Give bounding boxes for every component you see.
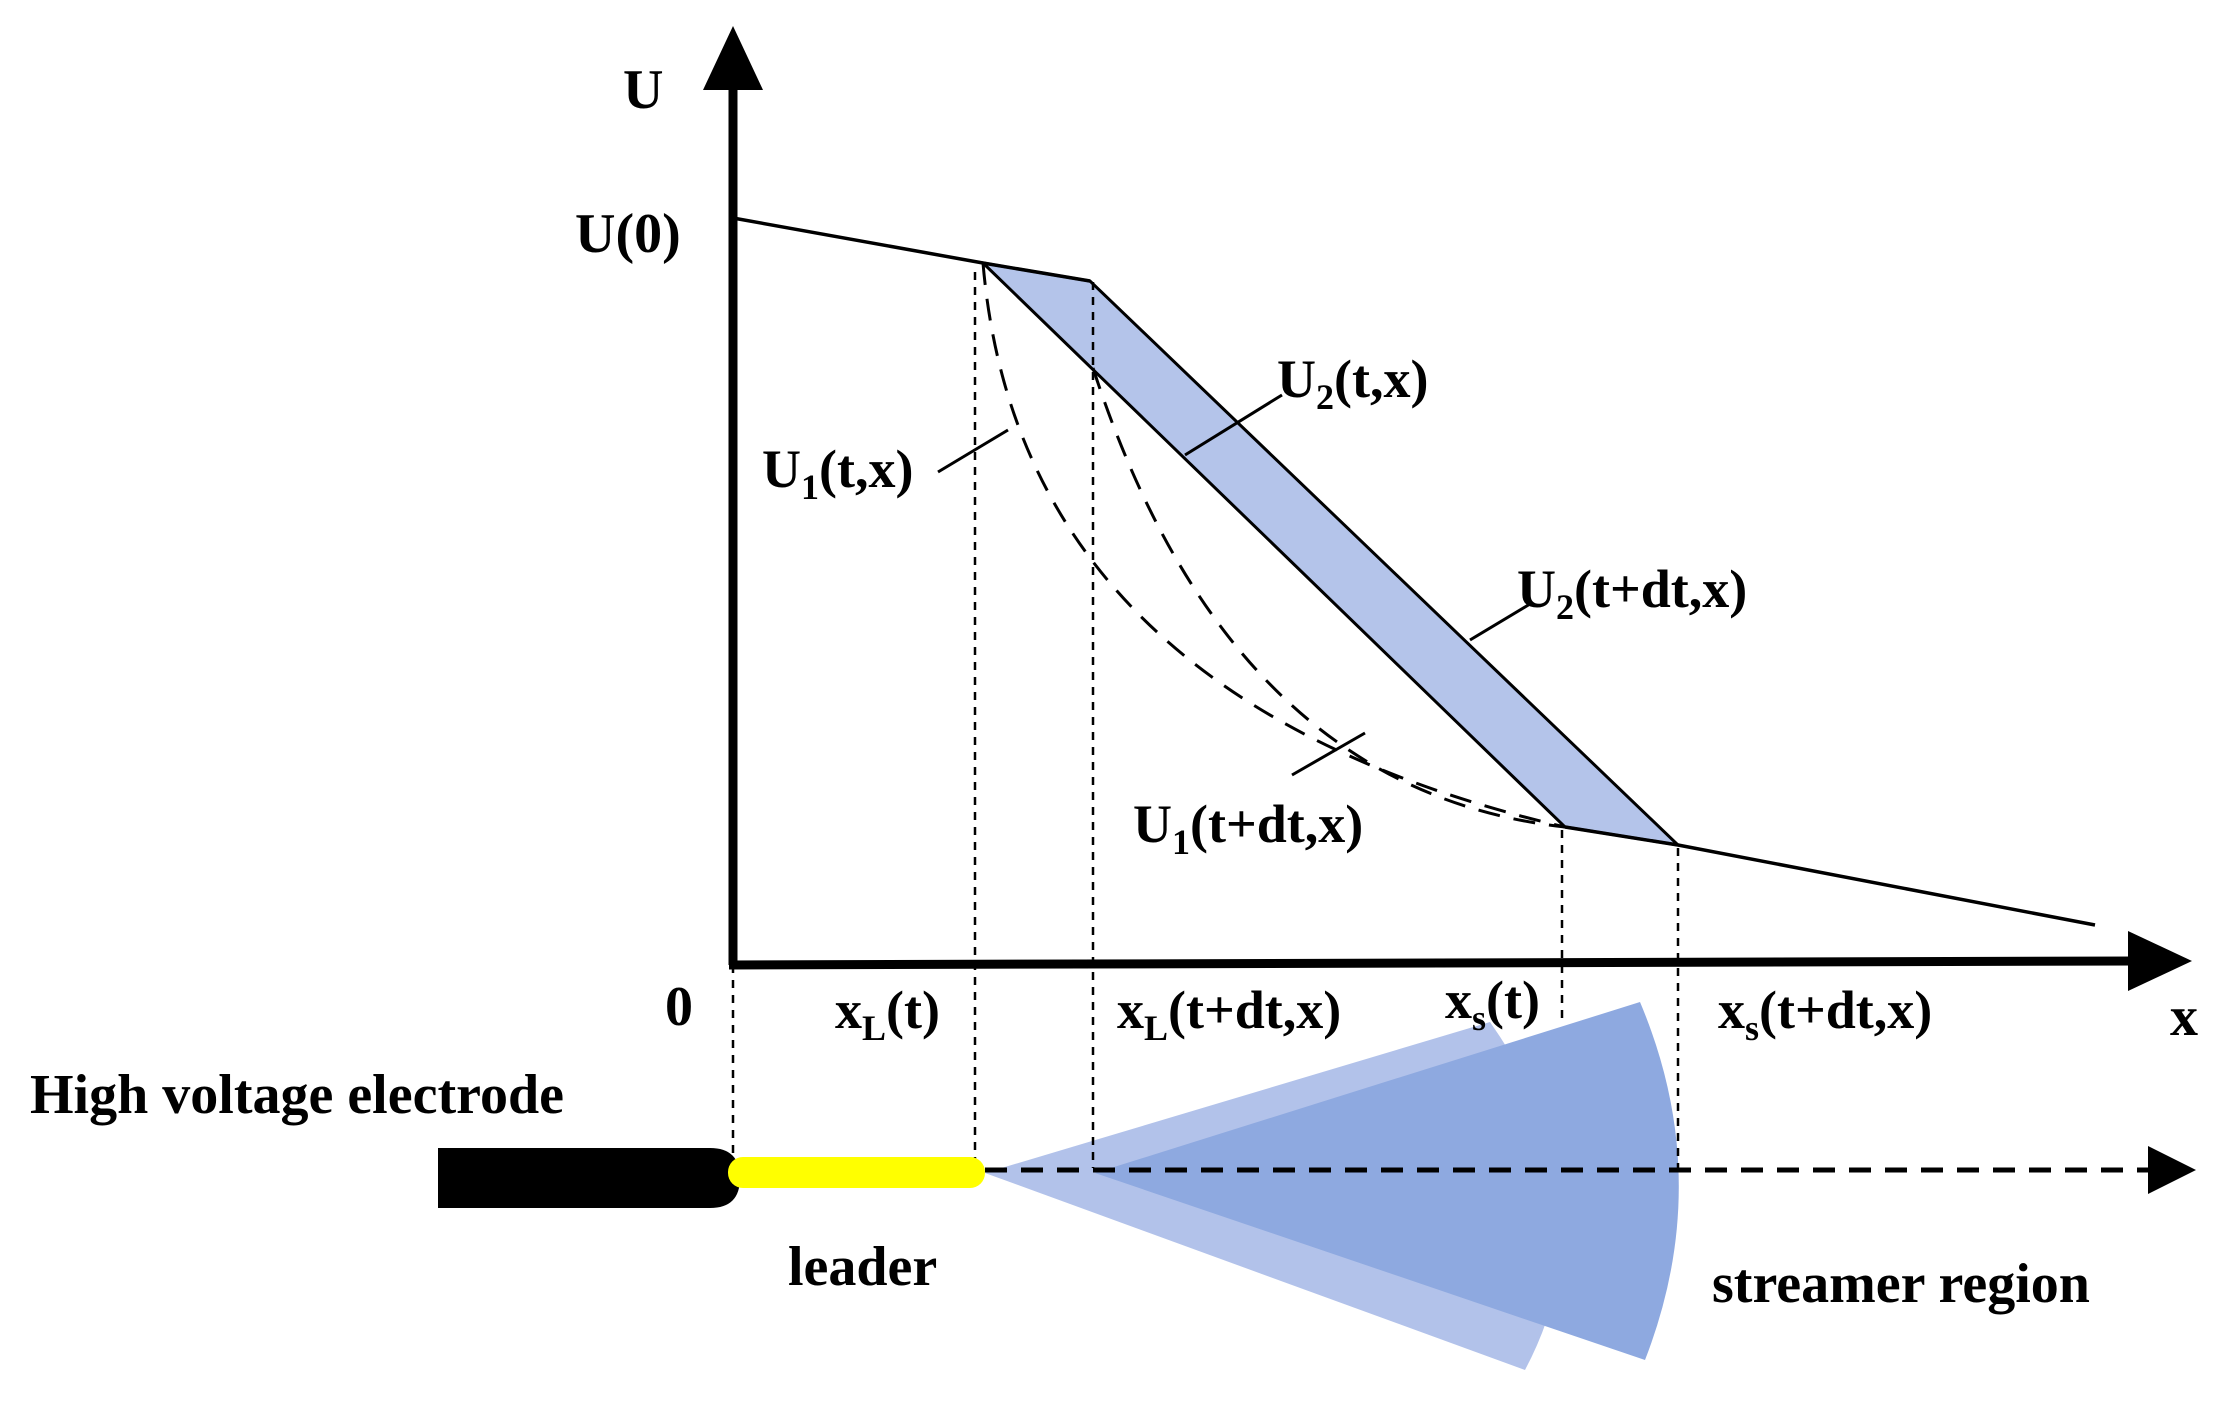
origin-label: 0	[665, 976, 693, 1038]
y-axis-arrow-icon	[703, 26, 763, 90]
u2-tdt-label: U2(t+dt,x)	[1517, 559, 1747, 627]
u1-tdt-label: U1(t+dt,x)	[1133, 794, 1363, 862]
y-axis-label: U	[623, 59, 663, 121]
tick-xs-t: xs(t)	[1445, 970, 1540, 1038]
tick-xl-t: xL(t)	[835, 980, 940, 1048]
leader-label: leader	[788, 1236, 937, 1298]
x-axis-arrow-icon	[2128, 931, 2192, 991]
u0-label: U(0)	[575, 203, 681, 265]
u1-t-label: U1(t,x)	[762, 439, 913, 507]
propagation-arrow-icon	[2148, 1146, 2196, 1194]
potential-band	[978, 260, 1683, 848]
tick-xs-tdt: xs(t+dt,x)	[1718, 980, 1932, 1048]
u2-t-label: U2(t,x)	[1277, 349, 1428, 417]
u-profile-upper	[732, 216, 1091, 283]
pointer-u2-tdt	[1469, 602, 1531, 642]
u1-tdt-curve	[1091, 367, 1566, 829]
pointer-u1-t	[937, 428, 1009, 474]
tick-xl-tdt: xL(t+dt,x)	[1117, 980, 1341, 1048]
u-profile-lower	[1564, 825, 2096, 927]
pointer-u2-t	[1184, 393, 1283, 457]
streamer-region-label: streamer region	[1712, 1253, 2090, 1315]
x-axis-label: x	[2170, 986, 2198, 1048]
electrode-label: High voltage electrode	[30, 1064, 564, 1126]
streamer-cone-tdt	[1095, 1002, 1679, 1360]
pointer-u1-tdt	[1291, 731, 1366, 777]
electrode-shape	[438, 1148, 740, 1208]
x-axis	[728, 956, 2141, 970]
leader-channel	[728, 1157, 985, 1188]
u1-t-curve	[981, 262, 1566, 829]
